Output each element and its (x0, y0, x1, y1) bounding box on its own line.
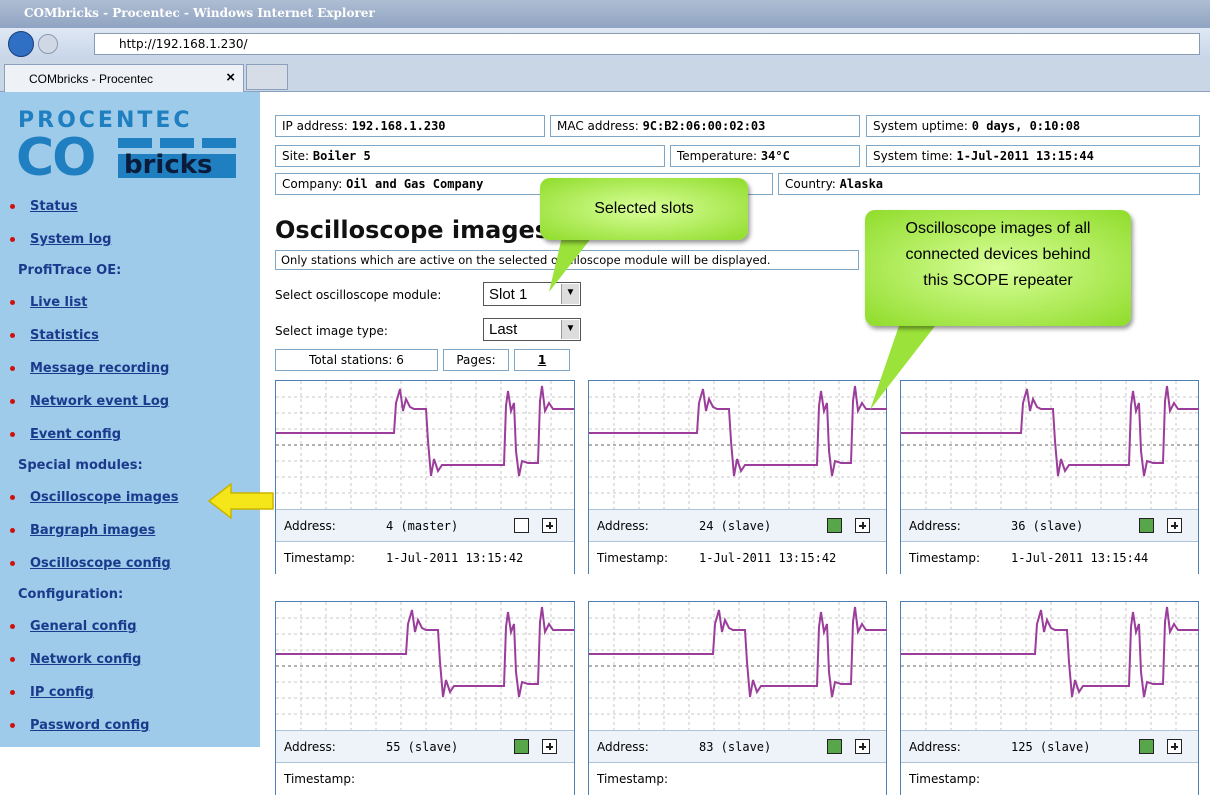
nav-label: Message recording (30, 361, 169, 376)
bullet (10, 333, 15, 338)
nav-label: System log (30, 232, 111, 247)
bullet (10, 204, 15, 209)
nav-link[interactable]: System log (30, 232, 111, 247)
nav-label: General config (30, 619, 137, 634)
address-bar: http://192.168.1.230/ (0, 28, 1210, 60)
bullet (10, 300, 15, 305)
nav-heading: ProfiTrace OE: (18, 263, 121, 278)
nav-label: Status (30, 199, 78, 214)
nav-link[interactable]: Network config (30, 652, 141, 667)
tab-title: COMbricks - Procentec (29, 72, 153, 86)
timestamp-label: Timestamp: (284, 772, 355, 786)
url-field[interactable]: http://192.168.1.230/ (94, 33, 1200, 55)
bullet (10, 432, 15, 437)
bullet (10, 237, 15, 242)
nav-link[interactable]: Live list (30, 295, 87, 310)
nav-link[interactable]: Oscilloscope config (30, 556, 171, 571)
nav-label: Oscilloscope images (30, 490, 178, 505)
nav-label: IP config (30, 685, 94, 700)
nav-link[interactable]: IP config (30, 685, 94, 700)
nav-link[interactable]: Oscilloscope images (30, 490, 178, 505)
bullet (10, 690, 15, 695)
new-tab[interactable] (246, 64, 288, 90)
tab-close[interactable]: × (226, 69, 235, 86)
bullet (10, 561, 15, 566)
nav-label: Password config (30, 718, 149, 733)
nav-label: Statistics (30, 328, 99, 343)
tab[interactable]: COMbricks - Procentec × (4, 64, 244, 92)
timestamp-row: Timestamp: (901, 762, 1198, 797)
callout-tail (870, 317, 942, 410)
nav-label: Oscilloscope config (30, 556, 171, 571)
window-title: COMbricks - Procentec - Windows Internet… (0, 0, 1210, 28)
bullet (10, 723, 15, 728)
nav-label: Network event Log (30, 394, 169, 409)
nav-link[interactable]: Network event Log (30, 394, 169, 409)
timestamp-label: Timestamp: (597, 772, 668, 786)
forward-button[interactable] (38, 34, 58, 54)
page: COMbricks - Procentec - Windows Internet… (0, 0, 1210, 747)
nav-label: Event config (30, 427, 121, 442)
bullet (10, 495, 15, 500)
content: IP address: 192.168.1.230MAC address: 9C… (262, 92, 1210, 747)
nav-heading: Special modules: (18, 458, 143, 473)
pointer-arrow (207, 482, 277, 520)
nav: Status System log ProfiTrace OE: Live list S… (0, 92, 260, 747)
nav-link[interactable]: General config (30, 619, 137, 634)
bullet (10, 624, 15, 629)
tab-bar: COMbricks - Procentec × (0, 60, 1210, 92)
nav-link[interactable]: Password config (30, 718, 149, 733)
nav-label: Bargraph images (30, 523, 155, 538)
bullet (10, 399, 15, 404)
bullet (10, 657, 15, 662)
callout-tail (549, 237, 592, 292)
callout: Oscilloscope images of all connected dev… (865, 210, 1131, 326)
timestamp-label: Timestamp: (909, 772, 980, 786)
nav-link[interactable]: Event config (30, 427, 121, 442)
nav-link[interactable]: Message recording (30, 361, 169, 376)
nav-link[interactable]: Status (30, 199, 78, 214)
nav-heading: Configuration: (18, 587, 123, 602)
bullet (10, 528, 15, 533)
bullet (10, 366, 15, 371)
arrow-shape (209, 484, 273, 518)
timestamp-row: Timestamp: (276, 762, 574, 797)
back-button[interactable] (8, 31, 34, 57)
nav-link[interactable]: Bargraph images (30, 523, 155, 538)
nav-label: Network config (30, 652, 141, 667)
timestamp-row: Timestamp: (589, 762, 886, 797)
nav-link[interactable]: Statistics (30, 328, 99, 343)
nav-label: Live list (30, 295, 87, 310)
callout: Selected slots (540, 178, 748, 240)
